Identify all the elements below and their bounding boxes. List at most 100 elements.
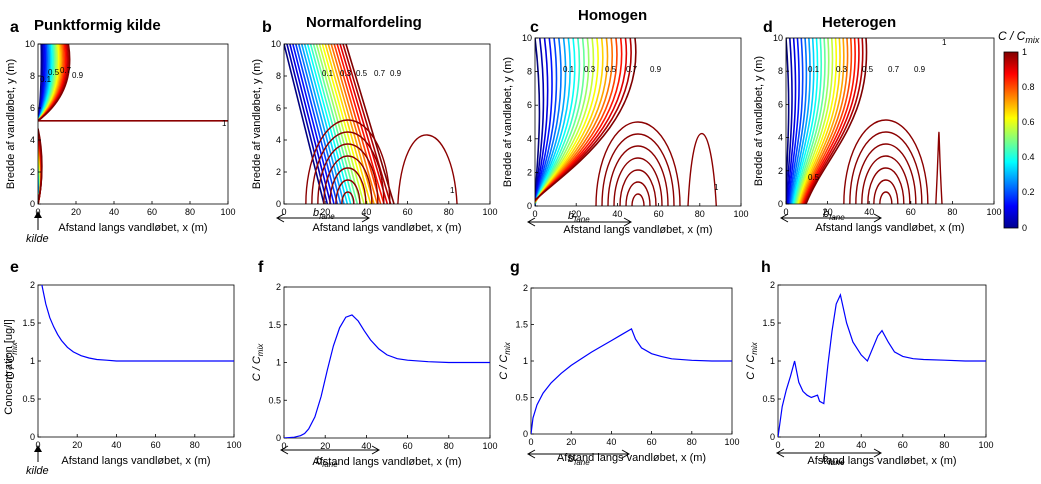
plot-frame-a <box>37 43 229 205</box>
contour-line <box>802 38 856 204</box>
contour-label-a-2: 0.5 <box>48 68 60 77</box>
ylabel-f: C / Cmix <box>251 343 265 382</box>
line-series-layer <box>41 285 986 438</box>
contour-line <box>318 44 365 204</box>
contour-line <box>793 38 823 204</box>
contour-line <box>311 131 385 204</box>
ytick-c-4: 4 <box>527 134 532 144</box>
panel-b-letter: b <box>262 19 272 36</box>
panel-c-title: Homogen <box>578 7 647 24</box>
xtick-h-100: 100 <box>978 440 993 450</box>
ytick-e-1: 1 <box>30 356 35 366</box>
ytick-c-8: 8 <box>527 67 532 77</box>
panel-a-contour-labels: 0.1 0.5 0.7 0.9 1 <box>40 66 227 128</box>
ylabel-b: Bredde af vandløbet, y (m) <box>251 59 263 189</box>
series-line-g <box>531 328 732 434</box>
xlabel-d: Afstand langs vandløbet, x (m) <box>815 222 964 234</box>
contour-label-c-4: 0.7 <box>626 65 638 74</box>
contour-line <box>873 179 899 204</box>
contour-line <box>790 38 811 204</box>
contour-line <box>687 132 717 206</box>
contour-field-c <box>535 38 717 206</box>
contour-line <box>797 38 838 204</box>
kilde-annotation-bottom: kilde <box>26 445 49 477</box>
xlabel-b: Afstand langs vandløbet, x (m) <box>312 222 461 234</box>
colorbar-label: C / Cmix <box>998 29 1040 45</box>
xtick-a-100: 100 <box>220 207 235 217</box>
xtick-d-40: 40 <box>864 207 874 217</box>
svg-text:bfane: bfane <box>822 453 845 467</box>
xtick-g-80: 80 <box>687 437 697 447</box>
series-line-f <box>284 314 490 438</box>
ytick-b-6: 6 <box>276 103 281 113</box>
xtick-a-20: 20 <box>71 207 81 217</box>
contour-line <box>397 134 458 204</box>
xtick-c-60: 60 <box>654 209 664 219</box>
ytick-f-1: 1 <box>276 358 281 368</box>
contour-line <box>601 133 675 206</box>
ytick-g-1.5: 1.5 <box>515 320 528 330</box>
ytick-b-4: 4 <box>276 135 281 145</box>
contour-line <box>306 44 352 204</box>
colorbar-tick-0: 0 <box>1022 223 1027 233</box>
xtick-c-100: 100 <box>733 209 748 219</box>
xtick-h-0: 0 <box>775 440 780 450</box>
contour-line <box>800 38 849 204</box>
svg-text:bfane: bfane <box>316 455 338 469</box>
ytick-d-10: 10 <box>773 33 783 43</box>
panel-b-contour-labels: 0.1 0.3 0.5 0.7 0.9 1 <box>322 69 455 195</box>
ytick-g-2: 2 <box>523 283 528 293</box>
svg-text:bfane: bfane <box>568 453 590 467</box>
xtick-b-100: 100 <box>482 207 497 217</box>
xtick-e-60: 60 <box>151 440 161 450</box>
xtick-b-60: 60 <box>403 207 413 217</box>
contour-line <box>792 38 819 204</box>
svg-text:kilde: kilde <box>26 465 49 477</box>
contour-line <box>324 44 372 204</box>
series-line-e <box>41 285 234 362</box>
contour-line <box>798 38 841 204</box>
contour-line <box>329 167 367 204</box>
contour-line <box>803 38 860 204</box>
xtick-b-40: 40 <box>361 207 371 217</box>
xlabel-e: Afstand langs vandløbet, x (m) <box>61 455 210 467</box>
panel-d-contour-labels: 0.1 0.3 0.5 0.5 0.7 0.9 1 <box>808 38 947 182</box>
contour-label-a-1: 0.1 <box>40 75 52 84</box>
xtick-a-40: 40 <box>109 207 119 217</box>
contour-field-b <box>284 44 458 204</box>
colorbar-tick-0.8: 0.8 <box>1022 82 1035 92</box>
xtick-d-80: 80 <box>947 207 957 217</box>
contour-line <box>303 44 349 204</box>
contour-line <box>787 38 797 204</box>
ytick-e-1.5: 1.5 <box>22 318 35 328</box>
contour-line <box>330 44 379 204</box>
panel-c-contour-labels: 0.1 0.3 0.5 0.7 0.9 1 <box>563 65 719 192</box>
axes-panel-f: 0 20 40 60 80 100 0 0.5 1 1.5 2 Afstand langs vandl… <box>251 282 498 468</box>
contour-line <box>625 181 651 206</box>
xtick-f-80: 80 <box>444 441 454 451</box>
contour-label-b-4: 0.7 <box>374 69 386 78</box>
svg-text:bfane: bfane <box>313 207 335 221</box>
xtick-c-40: 40 <box>612 209 622 219</box>
contour-line <box>788 38 800 204</box>
contour-label-d-7: 1 <box>942 38 947 47</box>
contour-label-c-3: 0.5 <box>605 65 617 74</box>
contour-label-b-5: 0.9 <box>390 69 402 78</box>
xtick-g-0: 0 <box>528 437 533 447</box>
xtick-h-40: 40 <box>856 440 866 450</box>
contour-line <box>284 44 325 204</box>
contour-line <box>861 155 911 204</box>
xtick-h-80: 80 <box>939 440 949 450</box>
contour-line <box>619 169 657 206</box>
bfane-arrow-h: bfane <box>775 448 883 467</box>
xtick-h-20: 20 <box>815 440 825 450</box>
contour-line <box>333 44 382 204</box>
contour-label-b-3: 0.5 <box>356 69 368 78</box>
xtick-e-20: 20 <box>72 440 82 450</box>
xtick-c-0: 0 <box>532 209 537 219</box>
ytick-d-2: 2 <box>778 166 783 176</box>
contour-label-b-2: 0.3 <box>340 69 352 78</box>
panel-a-letter: a <box>10 19 19 36</box>
colorbar-tick-1: 1 <box>1022 47 1027 57</box>
